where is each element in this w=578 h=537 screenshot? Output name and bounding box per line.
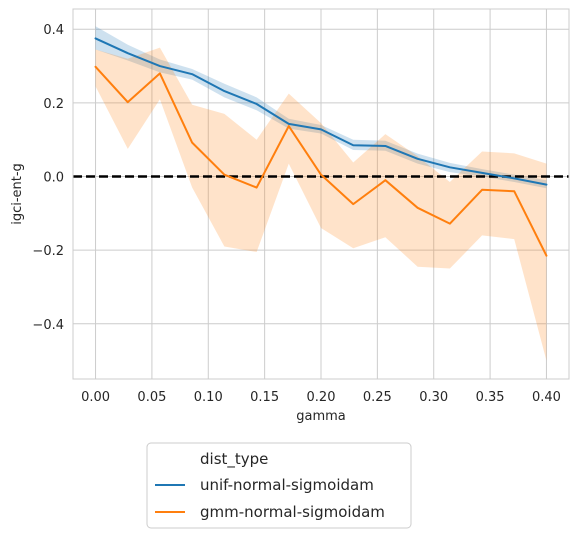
series-lines bbox=[94, 37, 548, 257]
x-tick-label: 0.05 bbox=[137, 390, 166, 405]
plot-frame bbox=[72, 8, 570, 380]
legend-items: unif-normal-sigmoidam gmm-normal-sigmoida… bbox=[155, 476, 385, 521]
y-tick-labels: −0.4 −0.2 0.0 0.2 0.4 bbox=[32, 23, 64, 333]
x-tick-label: 0.20 bbox=[307, 390, 336, 405]
y-tick-label: 0.2 bbox=[43, 97, 64, 112]
confidence-bands bbox=[95, 26, 547, 361]
x-tick-label: 0.10 bbox=[194, 390, 223, 405]
legend-box bbox=[146, 442, 412, 529]
x-tick-label: 0.40 bbox=[532, 390, 561, 405]
legend-label: unif-normal-sigmoidam bbox=[200, 476, 374, 494]
x-tick-label: 0.00 bbox=[81, 390, 110, 405]
y-tick-label: −0.2 bbox=[32, 244, 64, 259]
series-line-gmm-normal-sigmoidam bbox=[94, 65, 548, 257]
y-tick-label: 0.4 bbox=[43, 23, 64, 38]
x-tick-label: 0.15 bbox=[250, 390, 279, 405]
legend-label: gmm-normal-sigmoidam bbox=[200, 503, 385, 521]
series-line-unif-normal-sigmoidam bbox=[94, 37, 548, 186]
legend: dist_type unif-normal-sigmoidam gmm-norma… bbox=[146, 442, 412, 529]
legend-title: dist_type bbox=[200, 450, 268, 469]
x-axis-label: gamma bbox=[296, 409, 346, 424]
y-tick-label: −0.4 bbox=[32, 318, 64, 333]
y-axis-label: igci-ent-g bbox=[10, 163, 25, 225]
x-tick-label: 0.35 bbox=[476, 390, 505, 405]
x-tick-label: 0.30 bbox=[419, 390, 448, 405]
x-tick-label: 0.25 bbox=[363, 390, 392, 405]
y-tick-label: 0.0 bbox=[43, 171, 64, 186]
confidence-band-gmm-normal-sigmoidam bbox=[95, 47, 547, 361]
x-tick-labels: 0.00 0.05 0.10 0.15 0.20 0.25 0.30 0.35 0.40 bbox=[81, 390, 561, 405]
